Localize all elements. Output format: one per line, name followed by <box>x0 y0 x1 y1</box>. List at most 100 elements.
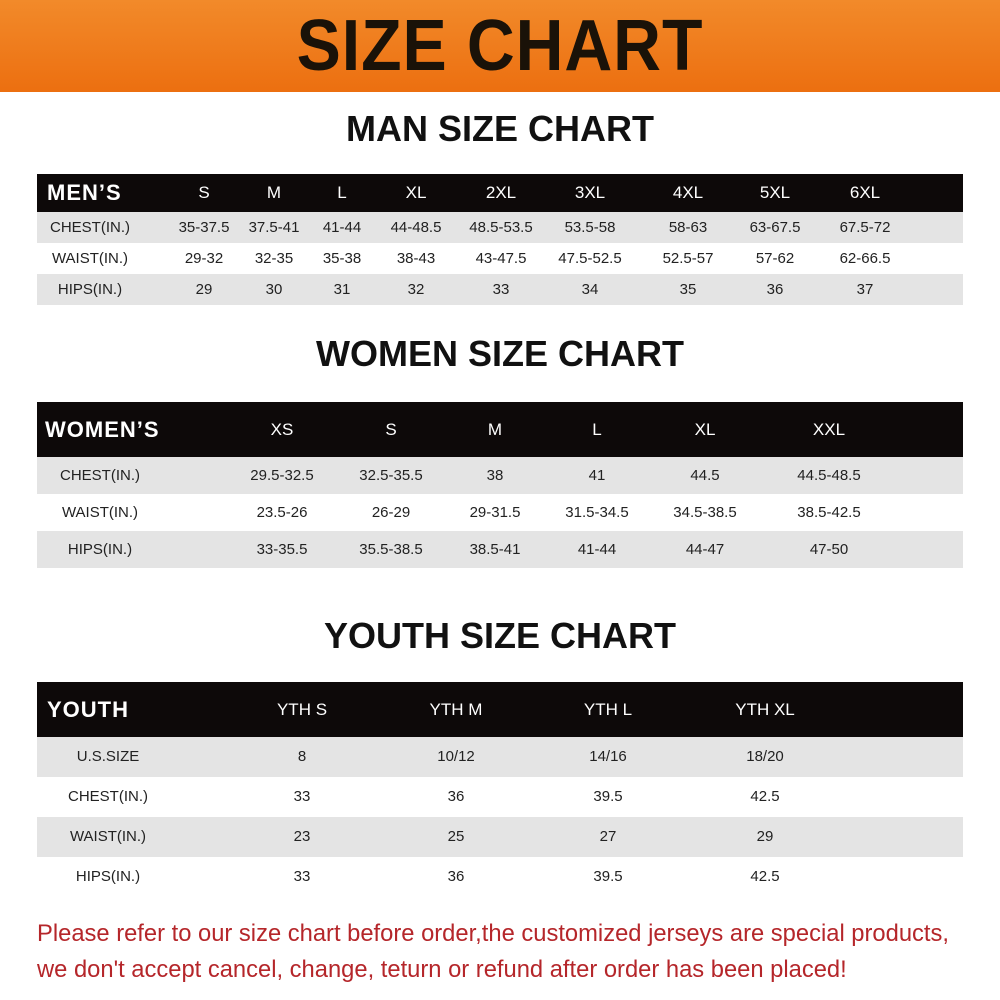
table-cell: 26-29 <box>371 503 411 521</box>
table-cell: 44-47 <box>685 540 725 558</box>
size-header: YTH XL <box>735 699 795 719</box>
table-row: HIPS(IN.) 33 36 39.5 42.5 <box>37 857 963 897</box>
table-cell: 36 <box>766 280 784 298</box>
table-cell: 37.5-41 <box>248 218 300 236</box>
size-header: 4XL <box>672 183 704 203</box>
table-cell: 10/12 <box>437 748 475 766</box>
row-label: WAIST(IN.) <box>51 249 129 267</box>
table-cell: 52.5-57 <box>662 249 714 267</box>
table-cell: 38.5-41 <box>469 540 521 558</box>
table-row: WAIST(IN.) 29-32 32-35 35-38 38-43 43-47.5 47.… <box>37 243 963 274</box>
table-cell: 47.5-52.5 <box>558 249 622 267</box>
table-cell: 32.5-35.5 <box>359 466 423 484</box>
size-header: XXL <box>812 419 846 439</box>
row-label: CHEST(IN.) <box>50 218 130 236</box>
table-row: HIPS(IN.) 29 30 31 32 33 34 35 36 37 <box>37 274 963 305</box>
table-cell: 38 <box>486 466 504 484</box>
men-size-table: MEN’S S M L XL 2XL 3XL 4XL 5XL 6XL CHEST(IN.) 35-37… <box>37 174 963 305</box>
table-cell: 35 <box>679 280 697 298</box>
table-cell: 41-44 <box>577 540 617 558</box>
table-header-row: MEN’S S M L XL 2XL 3XL 4XL 5XL 6XL <box>37 174 963 212</box>
table-cell: 25 <box>447 828 465 846</box>
table-cell: 36 <box>447 788 465 806</box>
table-cell: 33-35.5 <box>256 540 308 558</box>
size-header: XS <box>270 419 294 439</box>
table-cell: 39.5 <box>593 868 623 886</box>
notice-line-1: Please refer to our size chart before or… <box>37 920 949 947</box>
table-cell: 29 <box>195 280 213 298</box>
size-header: 2XL <box>485 183 517 203</box>
table-cell: 33 <box>293 868 311 886</box>
table-cell: 57-62 <box>755 249 795 267</box>
table-cell: 62-66.5 <box>839 249 891 267</box>
table-cell: 30 <box>265 280 283 298</box>
table-cell: 47-50 <box>809 540 849 558</box>
table-cell: 33 <box>293 788 311 806</box>
youth-heading: YOUTH SIZE CHART <box>323 615 676 656</box>
row-label: CHEST(IN.) <box>68 788 148 806</box>
table-header-row: YOUTH YTH S YTH M YTH L YTH XL <box>37 682 963 737</box>
table-cell: 38-43 <box>396 249 436 267</box>
size-header: YTH M <box>429 699 483 719</box>
men-heading: MAN SIZE CHART <box>346 108 654 149</box>
table-cell: 67.5-72 <box>839 218 891 236</box>
table-cell: 42.5 <box>750 868 780 886</box>
table-cell: 29-31.5 <box>469 503 521 521</box>
table-cell: 48.5-53.5 <box>469 218 533 236</box>
table-cell: 27 <box>599 828 617 846</box>
table-cell: 18/20 <box>746 748 784 766</box>
row-label: U.S.SIZE <box>76 748 140 766</box>
table-row: CHEST(IN.) 33 36 39.5 42.5 <box>37 777 963 817</box>
table-cell: 32-35 <box>254 249 294 267</box>
table-cell: 35-37.5 <box>178 218 230 236</box>
notice-line-2: we don't accept cancel, change, teturn o… <box>37 956 847 983</box>
table-cell: 35.5-38.5 <box>359 540 423 558</box>
size-header: M <box>487 419 503 439</box>
table-cell: 36 <box>447 868 465 886</box>
row-label: WAIST(IN.) <box>69 828 147 846</box>
table-cell: 29-32 <box>184 249 224 267</box>
table-cell: 41-44 <box>322 218 362 236</box>
size-header: M <box>266 183 282 203</box>
table-title: MEN’S <box>47 180 122 206</box>
table-cell: 31.5-34.5 <box>565 503 629 521</box>
size-header: S <box>198 183 210 203</box>
women-heading: WOMEN SIZE CHART <box>316 333 684 374</box>
size-header: L <box>337 183 347 203</box>
table-cell: 31 <box>333 280 351 298</box>
table-cell: 33 <box>492 280 510 298</box>
table-cell: 39.5 <box>593 788 623 806</box>
table-cell: 43-47.5 <box>475 249 527 267</box>
table-cell: 42.5 <box>750 788 780 806</box>
table-cell: 14/16 <box>589 748 627 766</box>
table-cell: 34.5-38.5 <box>673 503 737 521</box>
table-cell: 58-63 <box>668 218 708 236</box>
table-title: WOMEN’S <box>45 416 160 442</box>
table-title: YOUTH <box>47 696 129 722</box>
size-header: YTH S <box>276 699 328 719</box>
table-header-row: WOMEN’S XS S M L XL XXL <box>37 402 963 457</box>
size-header: 3XL <box>574 183 606 203</box>
table-cell: 37 <box>856 280 874 298</box>
size-header: XL <box>405 183 427 203</box>
row-label: CHEST(IN.) <box>60 466 140 484</box>
row-label: WAIST(IN.) <box>61 503 139 521</box>
size-header: 5XL <box>759 183 791 203</box>
table-cell: 23 <box>293 828 311 846</box>
table-row: WAIST(IN.) 23.5-26 26-29 29-31.5 31.5-34.5 34… <box>37 494 963 531</box>
table-cell: 44-48.5 <box>390 218 442 236</box>
size-header: 6XL <box>849 183 881 203</box>
size-header: XL <box>694 419 716 439</box>
table-cell: 41 <box>588 466 606 484</box>
size-header: S <box>385 419 397 439</box>
women-size-table: WOMEN’S XS S M L XL XXL CHEST(IN.) 29.5-32.5 32.5… <box>37 402 963 568</box>
size-header: YTH L <box>583 699 633 719</box>
row-label: HIPS(IN.) <box>75 868 141 886</box>
table-cell: 35-38 <box>322 249 362 267</box>
table-cell: 53.5-58 <box>564 218 616 236</box>
table-row: CHEST(IN.) 35-37.5 37.5-41 41-44 44-48.5 48.5… <box>37 212 963 243</box>
table-row: WAIST(IN.) 23 25 27 29 <box>37 817 963 857</box>
table-cell: 32 <box>407 280 425 298</box>
row-label: HIPS(IN.) <box>67 540 133 558</box>
table-cell: 44.5 <box>690 466 720 484</box>
